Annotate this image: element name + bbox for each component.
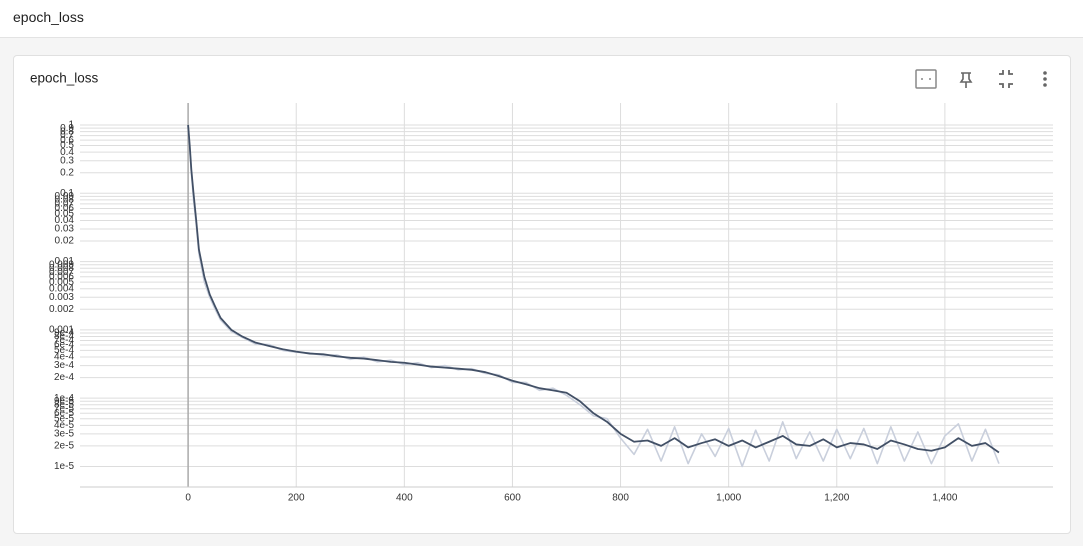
y-tick-label: 0.2 [60,167,74,178]
x-tick-label: 400 [396,493,413,504]
y-tick-label: 1e-5 [54,461,74,472]
collapse-button[interactable] [999,70,1013,88]
y-tick-label: 0.5 [60,140,74,151]
y-tick-label: 2e-5 [54,441,74,452]
series-line [187,124,1000,468]
y-tick-label: 0.1 [60,188,74,199]
y-tick-label: 0.04 [55,215,75,226]
y-tick-label: 0.004 [49,283,74,294]
y-tick-label: 5e-5 [54,413,74,424]
y-tick-label: 0.6 [60,135,74,146]
header: epoch_loss [0,0,1083,38]
pin-button[interactable] [959,72,973,88]
y-tick-label: 4e-4 [54,352,74,363]
y-tick-label: 5e-4 [54,345,74,356]
y-tick-label: 7e-4 [54,335,74,346]
x-tick-label: 1,200 [824,493,849,504]
x-tick-label: 0 [185,493,191,504]
y-tick-label: 0.008 [49,263,74,274]
more-button[interactable] [1043,71,1047,87]
y-tick-label: 0.009 [49,259,74,270]
y-tick-label: 3e-4 [54,360,74,371]
y-tick-label: 6e-4 [54,340,74,351]
y-tick-label: 0.7 [60,130,74,141]
y-tick-label: 0.9 [60,123,74,134]
y-tick-label: 4e-5 [54,420,74,431]
y-tick-label: 0.003 [49,292,74,303]
x-tick-label: 1,400 [932,493,957,504]
y-tick-label: 8e-4 [54,331,74,342]
y-tick-label: 0.001 [49,325,74,336]
y-tick-label: 9e-4 [54,328,74,339]
x-tick-label: 200 [288,493,305,504]
fit-button[interactable] [915,69,937,89]
y-tick-label: 0.8 [60,126,74,137]
y-tick-label: 8e-5 [54,399,74,410]
x-tick-label: 600 [504,493,521,504]
y-tick-label: 0.006 [49,271,74,282]
y-tick-label: 0.002 [49,304,74,315]
x-tick-label: 800 [612,493,629,504]
y-tick-label: 0.05 [55,208,75,219]
y-tick-label: 0.007 [49,267,74,278]
y-tick-label: 0.07 [55,199,75,210]
y-tick-label: 0.09 [55,191,75,202]
y-tick-label: 1e-4 [54,393,74,404]
series-line [187,124,1000,454]
y-tick-label: 7e-5 [54,403,74,414]
page-title: epoch_loss [13,9,84,25]
y-tick-label: 6e-5 [54,408,74,419]
chart-title: epoch_loss [30,71,99,86]
y-tick-label: 0.06 [55,203,75,214]
x-tick-label: 1,000 [716,493,741,504]
y-tick-label: 2e-4 [54,372,74,383]
y-tick-label: 0.02 [55,236,75,247]
y-tick-label: 3e-5 [54,429,74,440]
y-tick-label: 1 [68,120,74,131]
y-tick-label: 0.4 [60,147,74,158]
y-tick-label: 0.005 [49,277,74,288]
y-tick-label: 9e-5 [54,396,74,407]
y-tick-label: 0.03 [55,224,75,235]
y-tick-label: 0.01 [55,256,75,267]
y-tick-label: 0.08 [55,195,75,206]
y-tick-label: 0.3 [60,155,74,166]
